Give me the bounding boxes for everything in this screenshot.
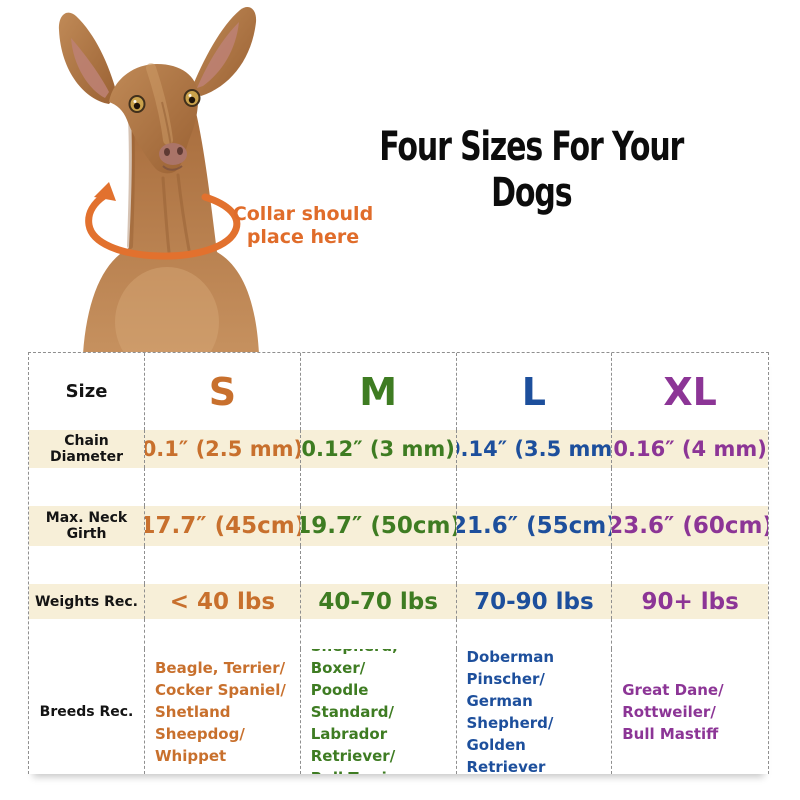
spacer-cell bbox=[612, 546, 768, 584]
breeds-m-cell: Shepherd, Boxer/ Poodle Standard/ Labrad… bbox=[301, 649, 457, 774]
breeds-xl-cell: Great Dane/ Rottweiler/ Bull Mastiff bbox=[612, 649, 768, 774]
breeds-l: Doberman Pinscher/ German Shepherd/ Gold… bbox=[466, 649, 555, 774]
size-column-header: Size bbox=[29, 353, 145, 430]
weights-s: < 40 lbs bbox=[145, 584, 301, 619]
breeds-xl: Great Dane/ Rottweiler/ Bull Mastiff bbox=[622, 680, 724, 743]
collar-note: Collar should place here bbox=[232, 203, 374, 248]
neck-girth-l: 21.6″ (55cm) bbox=[456, 506, 613, 546]
neck-girth-xl: 23.6″ (60cm) bbox=[612, 506, 768, 546]
dog-nose bbox=[159, 143, 187, 171]
row-label-max-neck-girth: Max. Neck Girth bbox=[29, 506, 145, 546]
header-size-l: L bbox=[457, 353, 613, 430]
spacer-cell bbox=[145, 619, 301, 649]
page-title: Four Sizes For Your Dogs bbox=[379, 124, 684, 216]
dog-photo bbox=[58, 7, 259, 355]
breeds-m: Shepherd, Boxer/ Poodle Standard/ Labrad… bbox=[310, 649, 405, 774]
size-table: Size S M L XL Chain Diameter 0.1″ (2.5 m… bbox=[28, 352, 769, 774]
spacer-cell bbox=[145, 468, 301, 506]
header-size-xl: XL bbox=[663, 369, 717, 414]
header-size-m: M bbox=[301, 353, 457, 430]
dog-left-ear bbox=[58, 12, 117, 104]
weights-m: 40-70 lbs bbox=[300, 584, 457, 619]
dog-eyes bbox=[128, 89, 201, 113]
chain-diameter-m: 0.12″ (3 mm) bbox=[300, 430, 457, 468]
spacer-cell bbox=[29, 619, 145, 649]
chain-diameter-s: 0.1″ (2.5 mm) bbox=[145, 430, 301, 468]
row-label-breeds-rec: Breeds Rec. bbox=[29, 649, 145, 774]
neck-girth-s: 17.7″ (45cm) bbox=[145, 506, 301, 546]
spacer-cell bbox=[301, 619, 457, 649]
weights-xl: 90+ lbs bbox=[612, 584, 768, 619]
neck-girth-m: 19.7″ (50cm) bbox=[300, 506, 457, 546]
spacer-cell bbox=[145, 546, 301, 584]
spacer-cell bbox=[612, 619, 768, 649]
row-label-weights-rec: Weights Rec. bbox=[29, 584, 145, 619]
spacer-cell bbox=[29, 546, 145, 584]
breeds-s: Beagle, Terrier/ Cocker Spaniel/ Shetlan… bbox=[155, 658, 286, 765]
header-size-s: S bbox=[145, 353, 301, 430]
spacer-cell bbox=[301, 468, 457, 506]
spacer-cell bbox=[29, 468, 145, 506]
spacer-cell bbox=[457, 468, 613, 506]
spacer-cell bbox=[457, 546, 613, 584]
row-label-chain-diameter: Chain Diameter bbox=[29, 430, 145, 468]
breeds-s-cell: Beagle, Terrier/ Cocker Spaniel/ Shetlan… bbox=[145, 649, 301, 774]
spacer-cell bbox=[301, 546, 457, 584]
chain-diameter-xl: 0.16″ (4 mm) bbox=[612, 430, 768, 468]
weights-l: 70-90 lbs bbox=[456, 584, 613, 619]
chain-diameter-l: 0.14″ (3.5 mm) bbox=[456, 430, 613, 468]
spacer-cell bbox=[457, 619, 613, 649]
breeds-l-cell: Doberman Pinscher/ German Shepherd/ Gold… bbox=[457, 649, 613, 774]
spacer-cell bbox=[612, 468, 768, 506]
